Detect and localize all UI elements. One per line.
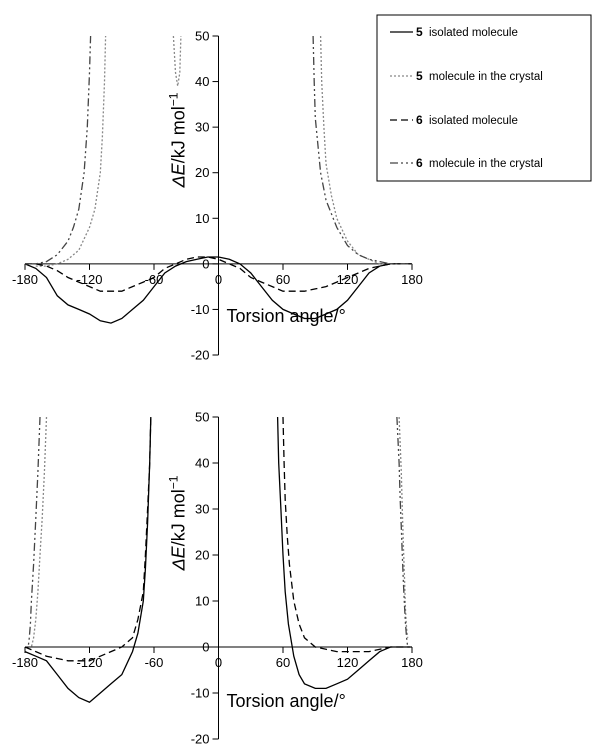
y-tick-label: -10 [191, 686, 210, 701]
x-tick-label: -180 [12, 272, 38, 287]
x-tick-label: 60 [276, 655, 290, 670]
legend-box [376, 14, 592, 182]
y-tick-label: 0 [202, 640, 209, 655]
y-axis-label: ΔE/kJ mol−1 [167, 475, 189, 571]
y-tick-label: 20 [195, 165, 209, 180]
y-axis-label: ΔE/kJ mol−1 [167, 92, 189, 188]
x-tick-label: 0 [215, 655, 222, 670]
x-tick-label: 120 [337, 655, 359, 670]
x-tick-label: 0 [215, 272, 222, 287]
legend-label: molecule in the crystal [429, 158, 543, 170]
y-tick-label: 30 [195, 120, 209, 135]
y-tick-label: -20 [191, 732, 210, 747]
legend-label: isolated molecule [429, 115, 518, 127]
x-tick-label: -60 [145, 655, 164, 670]
legend-label: molecule in the crystal [429, 71, 543, 83]
x-axis-label: Torsion angle/° [227, 306, 346, 326]
x-tick-label: -120 [76, 272, 102, 287]
legend-number: 6 [416, 113, 423, 127]
series-line [24, 416, 412, 662]
y-tick-label: 50 [195, 29, 209, 44]
y-tick-label: 0 [202, 256, 209, 271]
y-label-exponent: −1 [167, 475, 181, 489]
y-label-symbol: ΔE [169, 162, 189, 188]
series-line [24, 416, 410, 703]
x-tick-label: -60 [145, 272, 164, 287]
x-tick-label: 180 [401, 655, 423, 670]
y-tick-label: 30 [195, 502, 209, 517]
y-label-units: /kJ mol [169, 489, 189, 546]
y-tick-label: 20 [195, 548, 209, 563]
series-line [24, 256, 412, 324]
x-tick-label: -180 [12, 655, 38, 670]
series-line [25, 35, 412, 265]
x-tick-label: 180 [401, 272, 423, 287]
series-line [27, 416, 409, 648]
x-tick-label: -120 [76, 655, 102, 670]
y-label-units: /kJ mol [169, 106, 189, 163]
y-label-exponent: −1 [167, 92, 181, 106]
y-tick-label: -10 [191, 302, 210, 317]
y-tick-label: 10 [195, 594, 209, 609]
legend-label: isolated molecule [429, 27, 518, 39]
y-tick-label: -20 [191, 348, 210, 363]
y-tick-label: 50 [195, 410, 209, 425]
x-tick-label: 60 [276, 272, 290, 287]
y-label-symbol: ΔE [169, 545, 189, 571]
x-axis-label: Torsion angle/° [227, 691, 346, 711]
series-line [30, 416, 409, 648]
legend-number: 5 [416, 25, 423, 39]
legend-number: 6 [416, 156, 423, 170]
bottom-chart: -20 -10 0 10 20 30 40 50 -180 -120 -60 0 60 120 180 ΔE/… [12, 410, 423, 747]
series-line [25, 256, 412, 292]
y-tick-label: 40 [195, 74, 209, 89]
series-line [35, 35, 412, 267]
legend-number: 5 [416, 69, 423, 83]
legend: 5 isolated molecule 5 molecule in the cryst… [376, 14, 592, 182]
y-tick-label: 10 [195, 211, 209, 226]
y-tick-label: 40 [195, 456, 209, 471]
